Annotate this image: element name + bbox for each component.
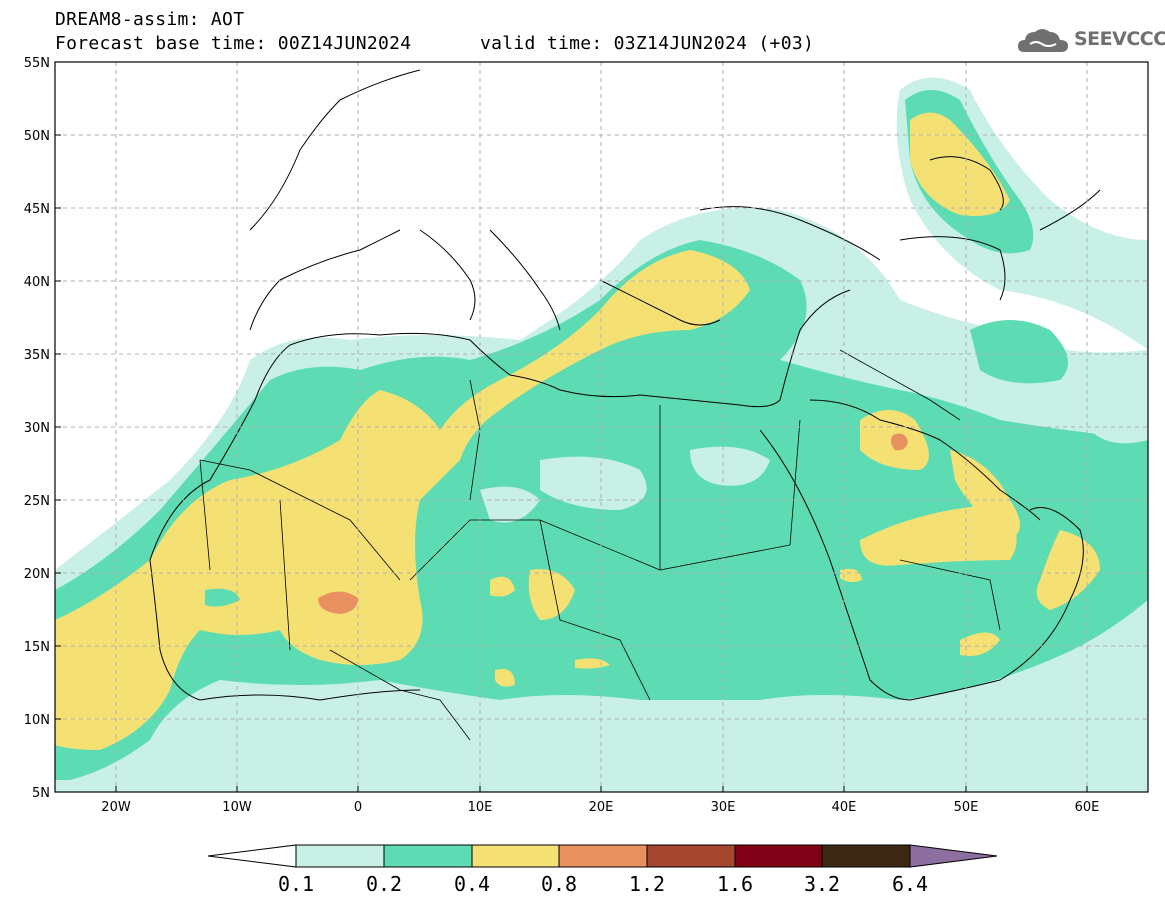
lat-label: 45N <box>24 202 50 217</box>
lon-label: 30E <box>711 800 736 815</box>
colorbar-cell <box>821 844 911 868</box>
lat-label: 55N <box>24 56 50 71</box>
aot-field <box>55 62 1148 792</box>
lon-label: 20E <box>589 800 614 815</box>
colorbar: 0.1 0.2 0.4 0.8 1.2 1.6 3.2 6.4 <box>207 844 998 896</box>
lon-label: 50E <box>954 800 979 815</box>
colorbar-cell <box>471 844 560 868</box>
colorbar-label: 0.2 <box>366 872 402 896</box>
colorbar-cell <box>383 844 473 868</box>
valid-time: valid time: 03Z14JUN2024 (+03) <box>480 33 815 54</box>
map-title: DREAM8-assim: AOT <box>55 9 245 30</box>
axis-ticks <box>55 61 1088 792</box>
lon-label: 20W <box>101 800 131 815</box>
lat-label: 15N <box>24 640 50 655</box>
colorbar-low-arrow <box>207 844 297 868</box>
colorbar-cell <box>558 844 648 868</box>
cloud-logo-icon <box>1018 29 1068 52</box>
lat-label: 10N <box>24 713 50 728</box>
lat-label: 20N <box>24 567 50 582</box>
lat-label: 30N <box>24 421 50 436</box>
longitude-labels: 20W 10W 0 10E 20E 30E 40E 50E 60E <box>101 800 1099 815</box>
lat-label: 5N <box>32 786 50 801</box>
colorbar-label: 0.4 <box>454 872 490 896</box>
logo-text: SEEVCCC <box>1074 28 1165 50</box>
lat-label: 50N <box>24 129 50 144</box>
lat-label: 25N <box>24 494 50 509</box>
colorbar-label: 0.8 <box>541 872 577 896</box>
colorbar-cell <box>734 844 823 868</box>
aot-low-patches <box>200 375 1148 756</box>
colorbar-label: 3.2 <box>804 872 840 896</box>
lat-label: 35N <box>24 348 50 363</box>
lon-label: 10W <box>222 800 252 815</box>
lon-label: 10E <box>468 800 493 815</box>
lon-label: 40E <box>832 800 857 815</box>
colorbar-label: 0.1 <box>278 872 314 896</box>
colorbar-label: 1.2 <box>629 872 665 896</box>
colorbar-cell <box>295 844 385 868</box>
lon-label: 60E <box>1075 800 1100 815</box>
lon-label: 0 <box>354 800 362 815</box>
lat-label: 40N <box>24 275 50 290</box>
latitude-labels: 55N 50N 45N 40N 35N 30N 25N 20N 15N 10N … <box>24 56 50 801</box>
colorbar-label: 1.6 <box>717 872 753 896</box>
forecast-base-time: Forecast base time: 00Z14JUN2024 <box>55 33 412 54</box>
colorbar-cell <box>646 844 736 868</box>
aot-band-0.8-1.2 <box>318 433 908 614</box>
colorbar-label: 6.4 <box>892 872 928 896</box>
colorbar-high-arrow <box>909 844 998 868</box>
country-borders <box>199 349 1001 741</box>
graticule <box>55 62 1148 792</box>
